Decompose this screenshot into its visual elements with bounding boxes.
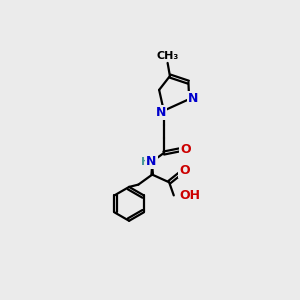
Text: N: N: [188, 92, 198, 105]
Text: O: O: [179, 164, 190, 177]
Text: N: N: [155, 106, 166, 119]
Text: N: N: [146, 155, 157, 168]
Text: CH₃: CH₃: [157, 51, 179, 61]
Text: OH: OH: [179, 189, 200, 202]
Text: H: H: [141, 157, 151, 166]
Polygon shape: [151, 161, 153, 175]
Text: O: O: [180, 143, 190, 157]
